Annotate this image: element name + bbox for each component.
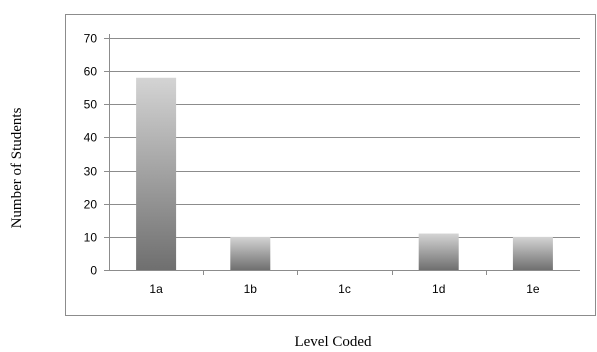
bars <box>136 77 553 271</box>
y-tick-label: 20 <box>84 198 98 212</box>
axes <box>109 34 580 271</box>
x-tick-label: 1a <box>149 282 163 296</box>
gridlines <box>104 38 580 275</box>
bar-1b <box>230 236 271 270</box>
y-axis-title: Number of Students <box>9 107 25 228</box>
x-tick-label: 1e <box>526 282 540 296</box>
y-tick-labels: 0 10 20 30 40 50 60 70 <box>84 32 98 278</box>
x-tick-label: 1b <box>244 282 258 296</box>
y-tick-label: 60 <box>84 65 98 79</box>
y-tick-label: 30 <box>84 165 98 179</box>
bar-1a <box>136 77 177 271</box>
y-tick-label: 40 <box>84 131 98 145</box>
y-tick-label: 70 <box>84 32 98 46</box>
x-tick-label: 1d <box>432 282 445 296</box>
y-tick-label: 0 <box>90 264 97 278</box>
chart-frame <box>65 14 596 316</box>
x-axis-title: Level Coded <box>294 334 372 350</box>
x-tick-label: 1c <box>338 282 351 296</box>
y-tick-label: 50 <box>84 98 98 112</box>
bar-1e <box>512 236 553 270</box>
x-tick-labels: 1a 1b 1c 1d 1e <box>149 282 539 296</box>
y-tick-label: 10 <box>84 231 98 245</box>
bar-1d <box>418 233 459 270</box>
